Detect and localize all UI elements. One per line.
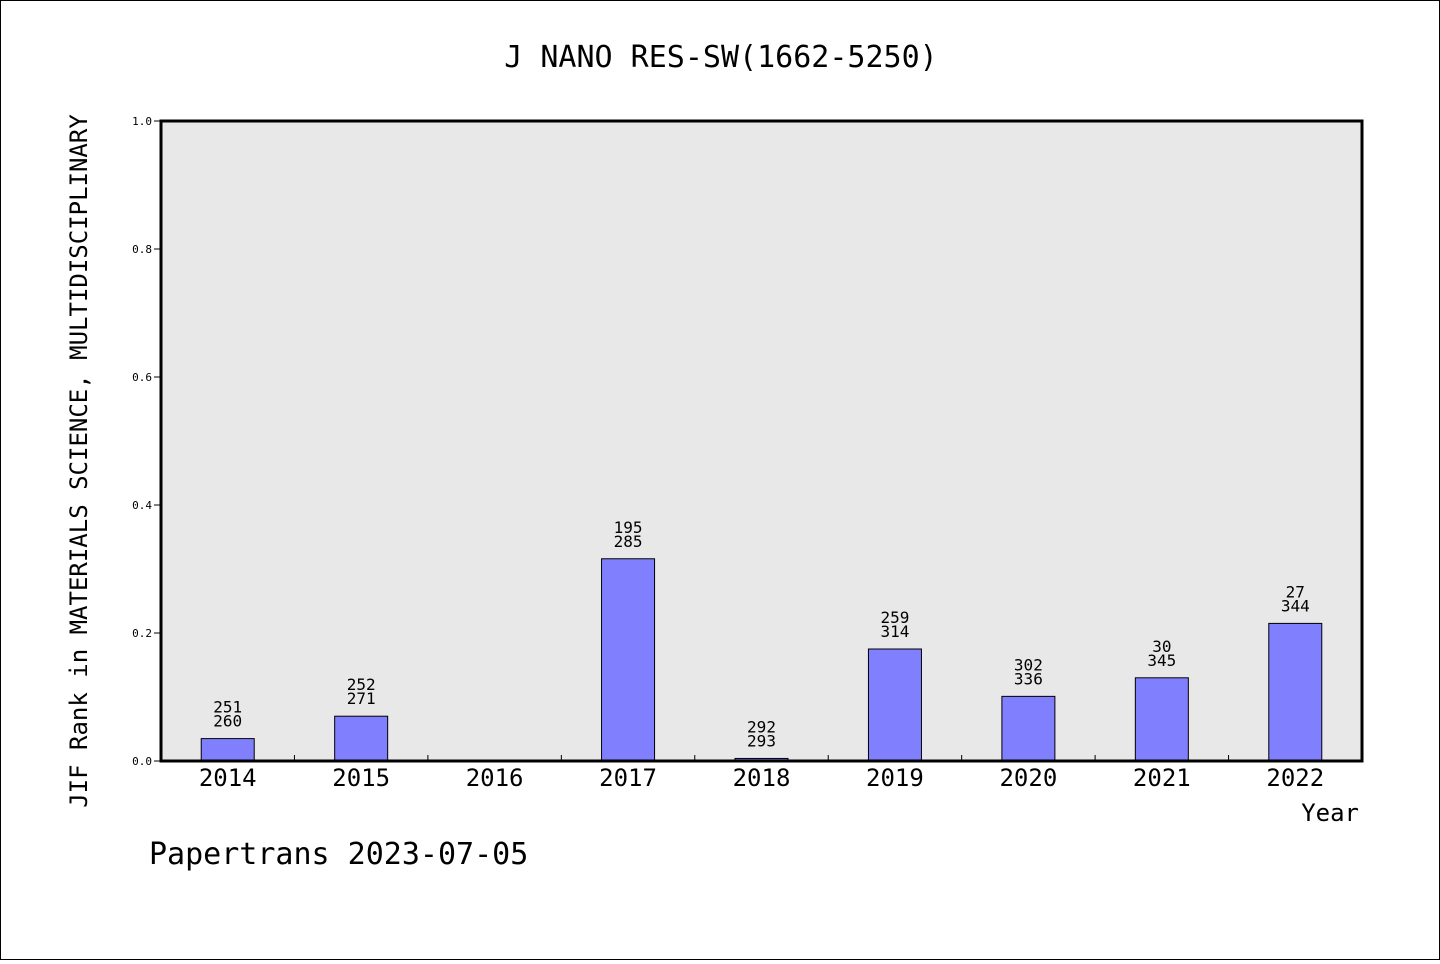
y-tick-label: 0.6 [132,371,152,384]
bar-2021 [1134,677,1189,762]
bar-rank-label: 27 [1286,582,1305,601]
bar-total-label: 293 [747,731,776,750]
bar-total-label: 285 [614,532,643,551]
y-axis-label: JIF Rank in MATERIALS SCIENCE, MULTIDISC… [65,114,93,808]
bar-rank-label: 292 [747,717,776,736]
bar-total-label: 344 [1281,596,1310,615]
bar-total-label: 345 [1147,651,1176,670]
bar-total-label: 336 [1014,669,1043,688]
x-tick-label: 2015 [332,764,390,792]
x-tick-label: 2017 [599,764,657,792]
y-tick-label: 0.8 [132,243,152,256]
bar-rank-label: 252 [347,675,376,694]
bar-rank-label: 302 [1014,655,1043,674]
x-tick-label: 2019 [866,764,924,792]
bar-total-label: 314 [880,622,909,641]
y-axis: 0.0 0.2 0.4 0.6 0.8 1.0 [132,115,161,768]
bar-total-label: 260 [213,712,242,731]
bar-rank-label: 30 [1152,637,1171,656]
y-tick-label: 0.4 [132,499,152,512]
bar-2014 [200,738,255,762]
bar-2022 [1268,622,1323,762]
x-axis: 2014 2015 2016 2017 2018 2019 2020 2021 2022 [199,755,1324,792]
y-tick-label: 1.0 [132,115,152,128]
y-tick-label: 0.2 [132,627,152,640]
x-tick-label: 2014 [199,764,257,792]
y-tick-label: 0.0 [132,755,152,768]
plot-area [161,121,1362,761]
x-tick-label: 2018 [733,764,791,792]
x-tick-label: 2020 [999,764,1057,792]
bar-rank-label: 195 [614,518,643,537]
bar-rank-label: 251 [213,698,242,717]
x-tick-label: 2021 [1133,764,1191,792]
footer-text: Papertrans 2023-07-05 [149,837,528,872]
bar-rank-label: 259 [880,608,909,627]
bars: 2512602522711952852922932593143023363034… [200,518,1323,762]
bar-2017 [601,558,656,762]
chart-title: J NANO RES-SW(1662-5250) [504,40,937,75]
x-tick-label: 2022 [1266,764,1324,792]
bar-2015 [334,715,389,762]
bar-2019 [867,648,922,762]
bar-total-label: 271 [347,689,376,708]
bar-2020 [1001,695,1056,762]
x-tick-label: 2016 [466,764,524,792]
plot-border [159,119,1364,763]
x-axis-label: Year [1301,799,1359,827]
